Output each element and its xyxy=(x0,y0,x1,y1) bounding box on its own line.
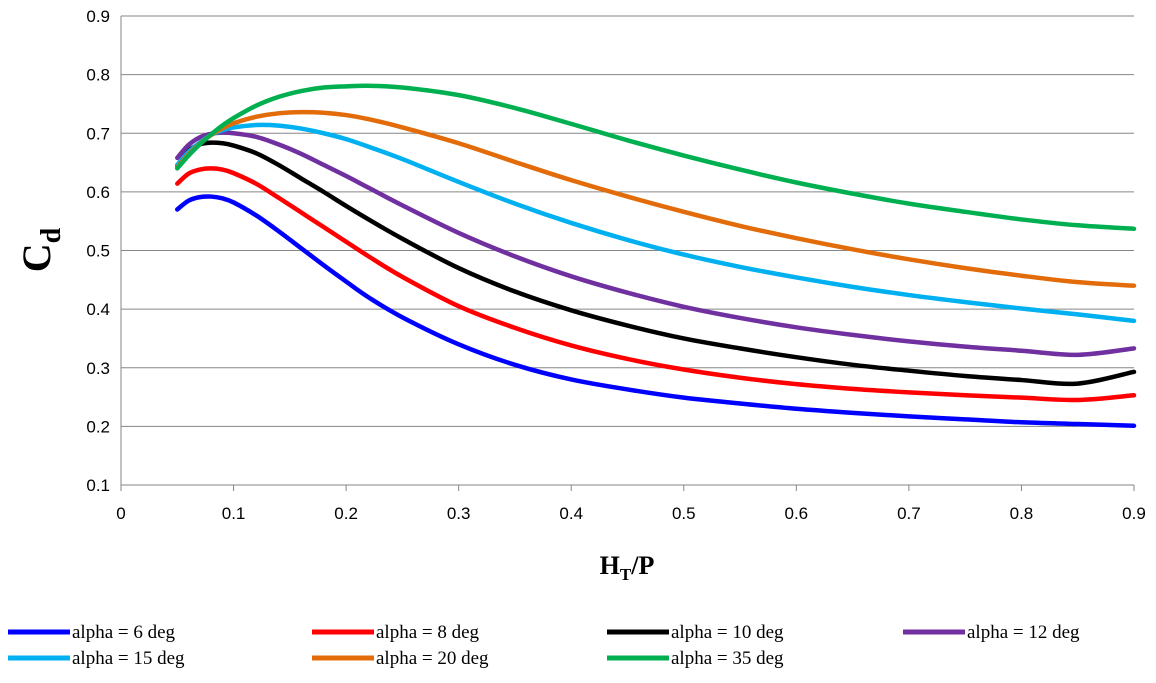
x-tick-labels: 0 0.1 0.2 0.3 0.4 0.5 0.6 0.7 0.8 0.9 xyxy=(116,504,1146,523)
y-tick-label: 0.8 xyxy=(86,66,110,85)
legend-label: alpha = 6 deg xyxy=(72,622,176,643)
y-tick-label: 0.2 xyxy=(86,417,110,436)
legend-label: alpha = 15 deg xyxy=(72,648,185,669)
series-lines xyxy=(175,83,1137,429)
y-axis-title: Cd xyxy=(14,227,67,272)
x-tick-label: 0.4 xyxy=(559,504,583,523)
legend-label: alpha = 8 deg xyxy=(376,622,480,643)
x-tick-label: 0.5 xyxy=(672,504,696,523)
y-tick-label: 0.3 xyxy=(86,359,110,378)
y-tick-label: 0.9 xyxy=(86,7,110,26)
x-tick-label: 0.6 xyxy=(785,504,809,523)
x-tick-label: 0.2 xyxy=(334,504,358,523)
y-tick-label: 0.7 xyxy=(86,124,110,143)
legend-label: alpha = 20 deg xyxy=(376,648,489,669)
x-axis-title-rest: /P xyxy=(630,551,654,580)
series-line-3 xyxy=(175,130,1137,358)
legend-label: alpha = 10 deg xyxy=(671,622,784,643)
x-tick-label: 0.9 xyxy=(1122,504,1146,523)
y-tick-label: 0.6 xyxy=(86,183,110,202)
series-line-0 xyxy=(175,194,1137,429)
grid-lines xyxy=(121,15,1134,427)
x-tick-label: 0 xyxy=(116,504,125,523)
x-axis-title: HT/P xyxy=(600,551,655,584)
y-axis-title-sub: d xyxy=(36,227,67,243)
legend-label: alpha = 35 deg xyxy=(671,648,784,669)
x-tick-label: 0.1 xyxy=(222,504,246,523)
series-line-2 xyxy=(175,140,1137,387)
series-line-5 xyxy=(175,109,1137,288)
y-tick-labels: 0.1 0.2 0.3 0.4 0.5 0.6 0.7 0.8 0.9 xyxy=(86,7,110,495)
series-line-6 xyxy=(175,83,1137,232)
y-tick-label: 0.5 xyxy=(86,242,110,261)
y-axis-title-main: C xyxy=(14,243,59,272)
x-tick-label: 0.7 xyxy=(897,504,921,523)
y-tick-label: 0.4 xyxy=(86,300,110,319)
x-tick-label: 0.3 xyxy=(447,504,471,523)
y-tick-label: 0.1 xyxy=(86,476,110,495)
x-axis-title-sub: T xyxy=(620,565,632,584)
x-tick-label: 0.8 xyxy=(1010,504,1034,523)
legend: alpha = 6 deg alpha = 8 deg alpha = 10 deg… xyxy=(8,622,1080,669)
axes xyxy=(120,16,1135,491)
x-axis-title-main: H xyxy=(600,551,620,580)
series-line-1 xyxy=(175,166,1137,403)
legend-label: alpha = 12 deg xyxy=(967,622,1080,643)
